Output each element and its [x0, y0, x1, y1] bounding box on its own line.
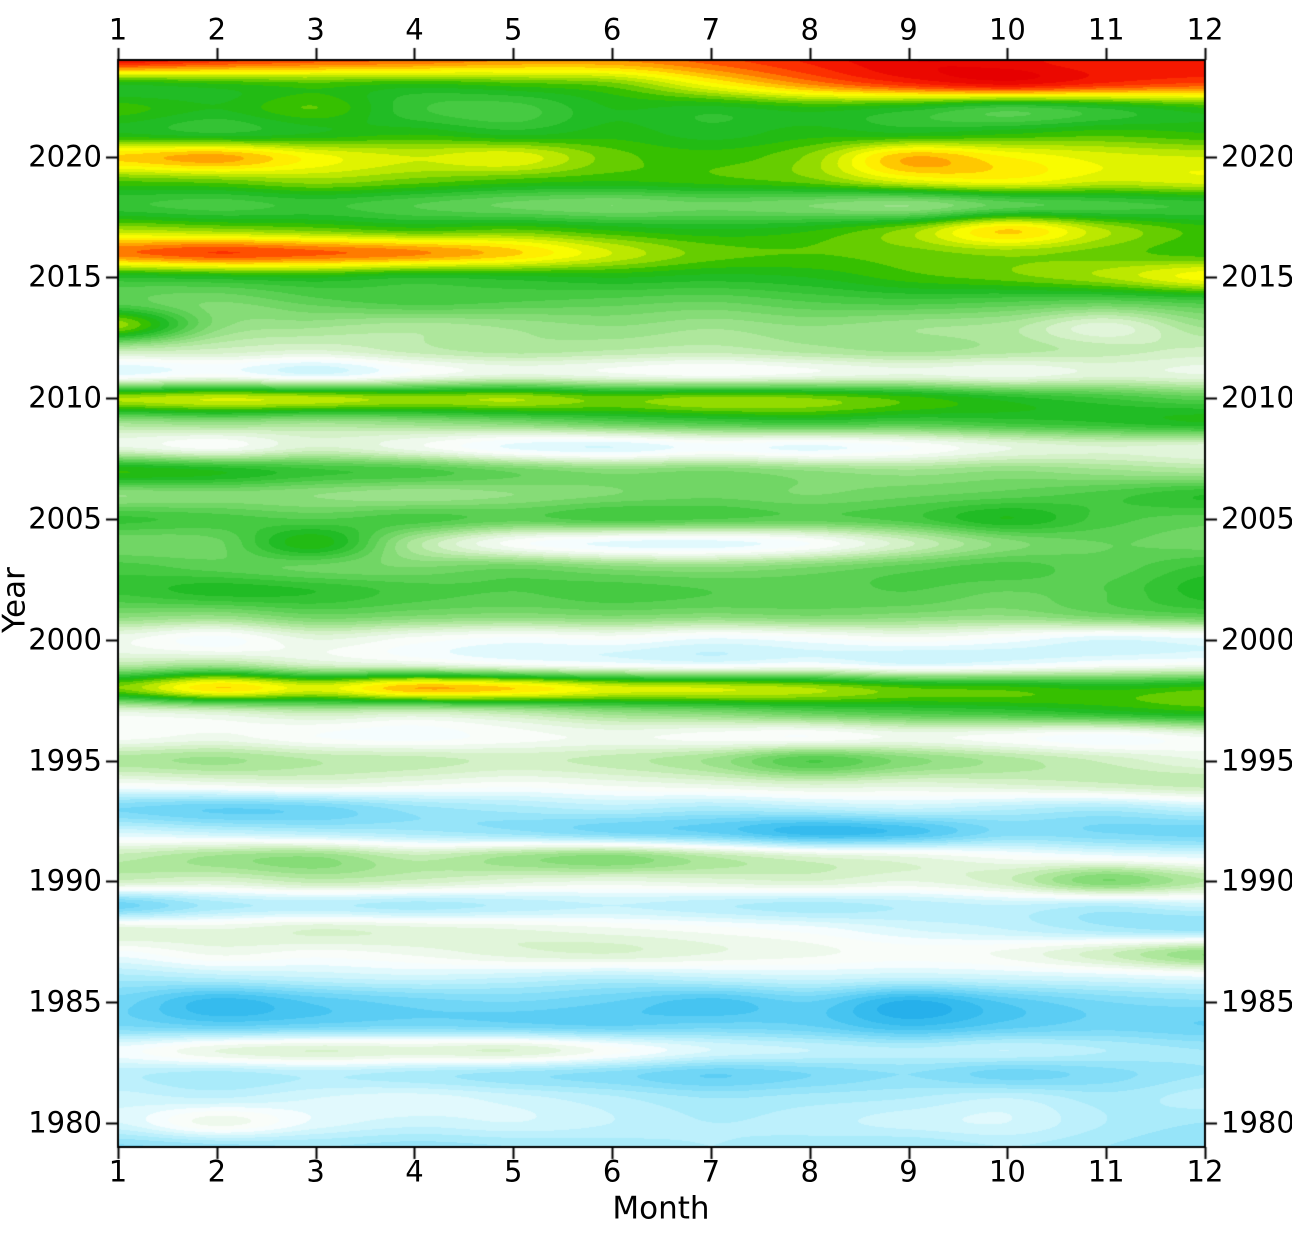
x-tick-label-bottom: 4 — [405, 1154, 424, 1189]
x-tick-label-bottom: 3 — [306, 1154, 325, 1189]
x-tick-label-top: 7 — [701, 12, 721, 47]
x-tick-label-bottom: 10 — [988, 1154, 1026, 1189]
y-tick-label-right: 2000 — [1221, 622, 1292, 657]
x-tick-label-top: 5 — [504, 12, 523, 47]
x-tick-label-top: 12 — [1186, 12, 1224, 47]
x-tick-label-top: 8 — [800, 12, 819, 47]
x-tick-label-bottom: 5 — [504, 1154, 523, 1189]
y-tick-label-left: 1980 — [28, 1105, 102, 1140]
y-tick-label-right: 2020 — [1221, 139, 1292, 174]
y-tick-label-left: 2005 — [28, 501, 102, 536]
y-tick-label-right: 1995 — [1221, 743, 1292, 777]
x-tick-label-bottom: 12 — [1186, 1154, 1224, 1189]
y-tick-label-left: 1985 — [28, 984, 102, 1019]
y-tick-label-right: 2015 — [1221, 259, 1292, 294]
y-tick-label-left: 2020 — [28, 139, 102, 174]
y-tick-label-right: 2010 — [1221, 380, 1292, 415]
x-tick-label-top: 10 — [988, 12, 1026, 47]
x-tick-label-bottom: 11 — [1087, 1154, 1125, 1189]
x-axis-title: Month — [612, 1190, 710, 1227]
y-tick-label-right: 1990 — [1221, 863, 1292, 898]
y-tick-label-right: 1985 — [1221, 984, 1292, 1019]
x-tick-label-top: 2 — [207, 12, 227, 47]
x-tick-label-top: 4 — [405, 12, 424, 47]
x-tick-label-bottom: 1 — [108, 1154, 128, 1189]
y-axis-title: Year — [0, 567, 33, 633]
x-tick-label-top: 11 — [1087, 12, 1125, 47]
y-tick-label-left: 1990 — [28, 863, 102, 898]
x-tick-label-bottom: 2 — [207, 1154, 227, 1189]
y-tick-label-left: 2015 — [28, 259, 102, 294]
x-tick-label-top: 9 — [899, 12, 918, 47]
x-tick-label-bottom: 9 — [899, 1154, 918, 1189]
x-tick-label-bottom: 6 — [602, 1154, 622, 1189]
x-tick-label-top: 3 — [306, 12, 325, 47]
y-tick-label-left: 1995 — [28, 743, 102, 777]
y-tick-label-left: 2000 — [28, 622, 102, 657]
x-tick-label-bottom: 8 — [800, 1154, 819, 1189]
x-tick-label-top: 6 — [602, 12, 622, 47]
y-tick-label-right: 1980 — [1221, 1105, 1292, 1140]
y-tick-label-left: 2010 — [28, 380, 102, 415]
x-tick-label-bottom: 7 — [701, 1154, 721, 1189]
y-tick-label-right: 2005 — [1221, 501, 1292, 536]
x-tick-label-top: 1 — [108, 12, 128, 47]
